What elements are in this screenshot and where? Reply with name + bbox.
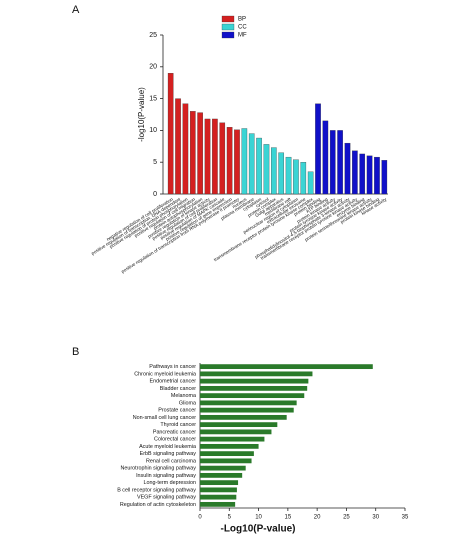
y-tick-label: Bladder cancer <box>160 386 196 392</box>
bar <box>241 128 248 195</box>
y-tick-label: 15 <box>149 95 157 102</box>
bar <box>200 436 265 442</box>
x-tick-label: cytosol <box>255 197 270 209</box>
bar <box>322 120 329 195</box>
bar <box>352 150 358 195</box>
bar <box>200 378 309 384</box>
y-tick-label: ErbB signaling pathway <box>140 451 197 457</box>
bar <box>200 385 308 391</box>
y-tick-label: Regulation of actin cytoskeleton <box>120 502 196 508</box>
x-tick-label: 5 <box>228 515 232 521</box>
bar <box>226 127 233 195</box>
y-tick-label: Acute myeloid leukemia <box>139 444 196 450</box>
y-tick-label: Neurotrophin signaling pathway <box>120 466 196 472</box>
x-axis-label: -Log10(P-value) <box>220 524 295 535</box>
bar <box>248 133 255 195</box>
bar <box>219 122 226 195</box>
bar <box>167 73 174 195</box>
bar <box>200 400 297 406</box>
bar <box>200 364 373 370</box>
bar <box>374 156 380 195</box>
bar <box>200 458 252 464</box>
bar <box>200 422 278 428</box>
x-tick-label: 15 <box>285 515 292 521</box>
legend-label: MF <box>238 33 247 39</box>
y-tick-label: VEGF signaling pathway <box>137 495 196 501</box>
panel-label: B <box>72 346 79 358</box>
y-tick-label: Pancreatic cancer <box>153 429 196 435</box>
legend-label: BP <box>238 17 246 23</box>
y-tick-label: 25 <box>149 32 157 39</box>
bar <box>200 501 236 507</box>
y-tick-label: Insulin signaling pathway <box>136 473 196 479</box>
bar <box>200 429 272 435</box>
bar <box>200 371 313 377</box>
y-tick-label: Renal cell carcinoma <box>146 458 196 464</box>
bar <box>200 465 246 471</box>
bar <box>315 103 321 195</box>
y-tick-label: B cell receptor signaling pathway <box>117 487 196 493</box>
bar <box>359 153 366 195</box>
bar <box>200 487 237 493</box>
y-tick-label: 20 <box>149 64 157 71</box>
bar <box>212 118 218 195</box>
legend-label: CC <box>238 25 247 31</box>
y-tick-label: Thyroid cancer <box>160 422 196 428</box>
bar <box>189 111 196 195</box>
x-tick-label: 0 <box>198 515 202 521</box>
bar <box>271 147 277 195</box>
y-tick-label: Long-term depression <box>144 480 196 486</box>
bar <box>200 472 243 478</box>
bar <box>234 129 240 195</box>
legend-swatch <box>221 23 235 31</box>
bar <box>366 155 373 195</box>
legend-swatch <box>221 15 235 23</box>
bar <box>197 112 203 195</box>
bar <box>285 156 292 195</box>
y-tick-label: Melanoma <box>171 393 196 399</box>
y-tick-label: 5 <box>153 159 157 166</box>
bar <box>293 159 299 195</box>
bar <box>263 144 270 195</box>
bar <box>381 160 388 195</box>
bar <box>344 142 351 195</box>
y-tick-label: Prostate cancer <box>158 408 196 414</box>
x-tick-label: 20 <box>314 515 321 521</box>
y-tick-label: Glioma <box>179 400 196 406</box>
bar <box>200 414 287 420</box>
bar <box>329 130 336 195</box>
x-tick-label: 10 <box>255 515 262 521</box>
y-tick-label: Pathways in cancer <box>149 364 196 370</box>
bar <box>175 98 181 195</box>
x-tick-label: 30 <box>372 515 379 521</box>
bar <box>182 103 189 195</box>
y-tick-label: Endometrial cancer <box>150 379 197 385</box>
bar <box>337 130 343 195</box>
y-tick-label: Colorectal cancer <box>154 437 196 443</box>
bar <box>200 443 259 449</box>
panel-label: A <box>72 4 80 16</box>
y-tick-label: Non-small cell lung cancer <box>133 415 196 421</box>
y-axis-label: -log10(P-value) <box>137 87 146 142</box>
bar <box>200 407 294 413</box>
bar <box>200 494 237 500</box>
bar <box>278 152 284 195</box>
bar <box>200 480 239 486</box>
y-tick-label: 10 <box>149 127 157 134</box>
bar <box>204 118 211 195</box>
bar <box>300 162 307 195</box>
bar <box>307 171 314 195</box>
y-tick-label: Chronic myeloid leukemia <box>134 371 196 377</box>
x-tick-label: 35 <box>402 515 409 521</box>
bar <box>256 137 262 195</box>
legend-swatch <box>221 31 235 39</box>
bar <box>200 393 305 399</box>
bar <box>200 451 254 457</box>
y-tick-label: 0 <box>153 191 157 198</box>
x-tick-label: 25 <box>343 515 350 521</box>
